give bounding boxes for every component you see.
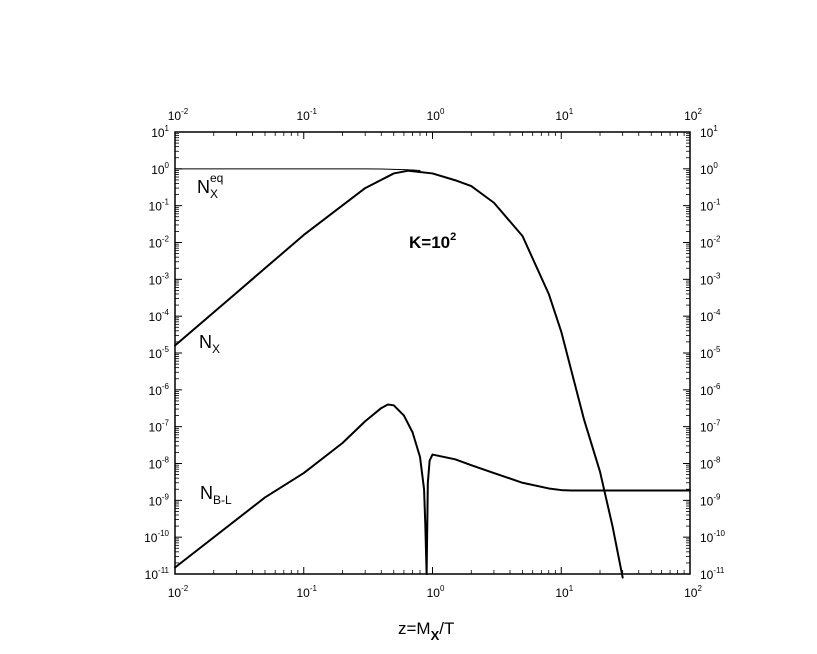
y-tick-label-right: 10-8 (700, 456, 721, 472)
y-tick-label-left: 10-5 (149, 345, 170, 361)
x-tick-label-top: 10-2 (168, 107, 189, 123)
y-tick-label-left: 10-1 (149, 198, 170, 214)
y-tick-label-right: 10-10 (700, 529, 725, 545)
y-tick-label-left: 10-4 (149, 308, 170, 324)
y-tick-label-left: 10-6 (149, 382, 170, 398)
y-tick-label-right: 10-1 (700, 198, 721, 214)
x-tick-label-top: 10-1 (297, 107, 318, 123)
series-label-n-b-l: NB-L (200, 483, 232, 507)
series-line-n-x (174, 169, 624, 579)
y-tick-label-right: 10-7 (700, 419, 721, 435)
y-tick-label-right: 10-9 (700, 492, 721, 508)
x-tick-label-bottom: 10-2 (168, 584, 189, 600)
x-axis-label: z=MX/T (398, 619, 454, 643)
x-tick-label-bottom: 10-1 (297, 584, 318, 600)
x-tick-label-top: 101 (555, 107, 573, 123)
ticks (174, 131, 691, 575)
annotation-k: K=102 (409, 231, 456, 252)
x-tick-label-top: 100 (427, 107, 445, 123)
y-tick-label-right: 100 (700, 161, 718, 177)
y-tick-label-right: 10-3 (700, 271, 721, 287)
y-tick-label-left: 10-11 (145, 566, 170, 582)
y-tick-label-right: 10-5 (700, 345, 721, 361)
x-tick-label-bottom: 102 (684, 584, 702, 600)
x-tick-label-bottom: 100 (427, 584, 445, 600)
y-tick-label-right: 10-6 (700, 382, 721, 398)
y-tick-label-left: 100 (151, 161, 169, 177)
y-tick-label-left: 10-10 (144, 529, 169, 545)
y-tick-label-left: 10-9 (149, 492, 170, 508)
series-line-n-b-l (174, 403, 691, 575)
y-tick-label-left: 10-7 (149, 419, 170, 435)
curve-labels: Neq X NX NB-L (197, 171, 232, 507)
y-tick-label-left: 10-3 (149, 271, 170, 287)
series-label-n-x: NX (199, 332, 220, 356)
y-tick-label-right: 10-2 (700, 235, 721, 251)
y-tick-label-left: 101 (151, 124, 169, 140)
x-tick-label-bottom: 101 (555, 584, 573, 600)
y-tick-label-left: 10-2 (149, 235, 170, 251)
y-tick-label-right: 10-11 (700, 566, 725, 582)
curves (174, 168, 691, 579)
y-tick-label-right: 101 (700, 124, 718, 140)
y-tick-label-right: 10-4 (700, 308, 721, 324)
x-tick-label-top: 102 (684, 107, 702, 123)
series-label-n-x-eq: Neq X (197, 171, 223, 201)
y-tick-label-left: 10-8 (149, 456, 170, 472)
